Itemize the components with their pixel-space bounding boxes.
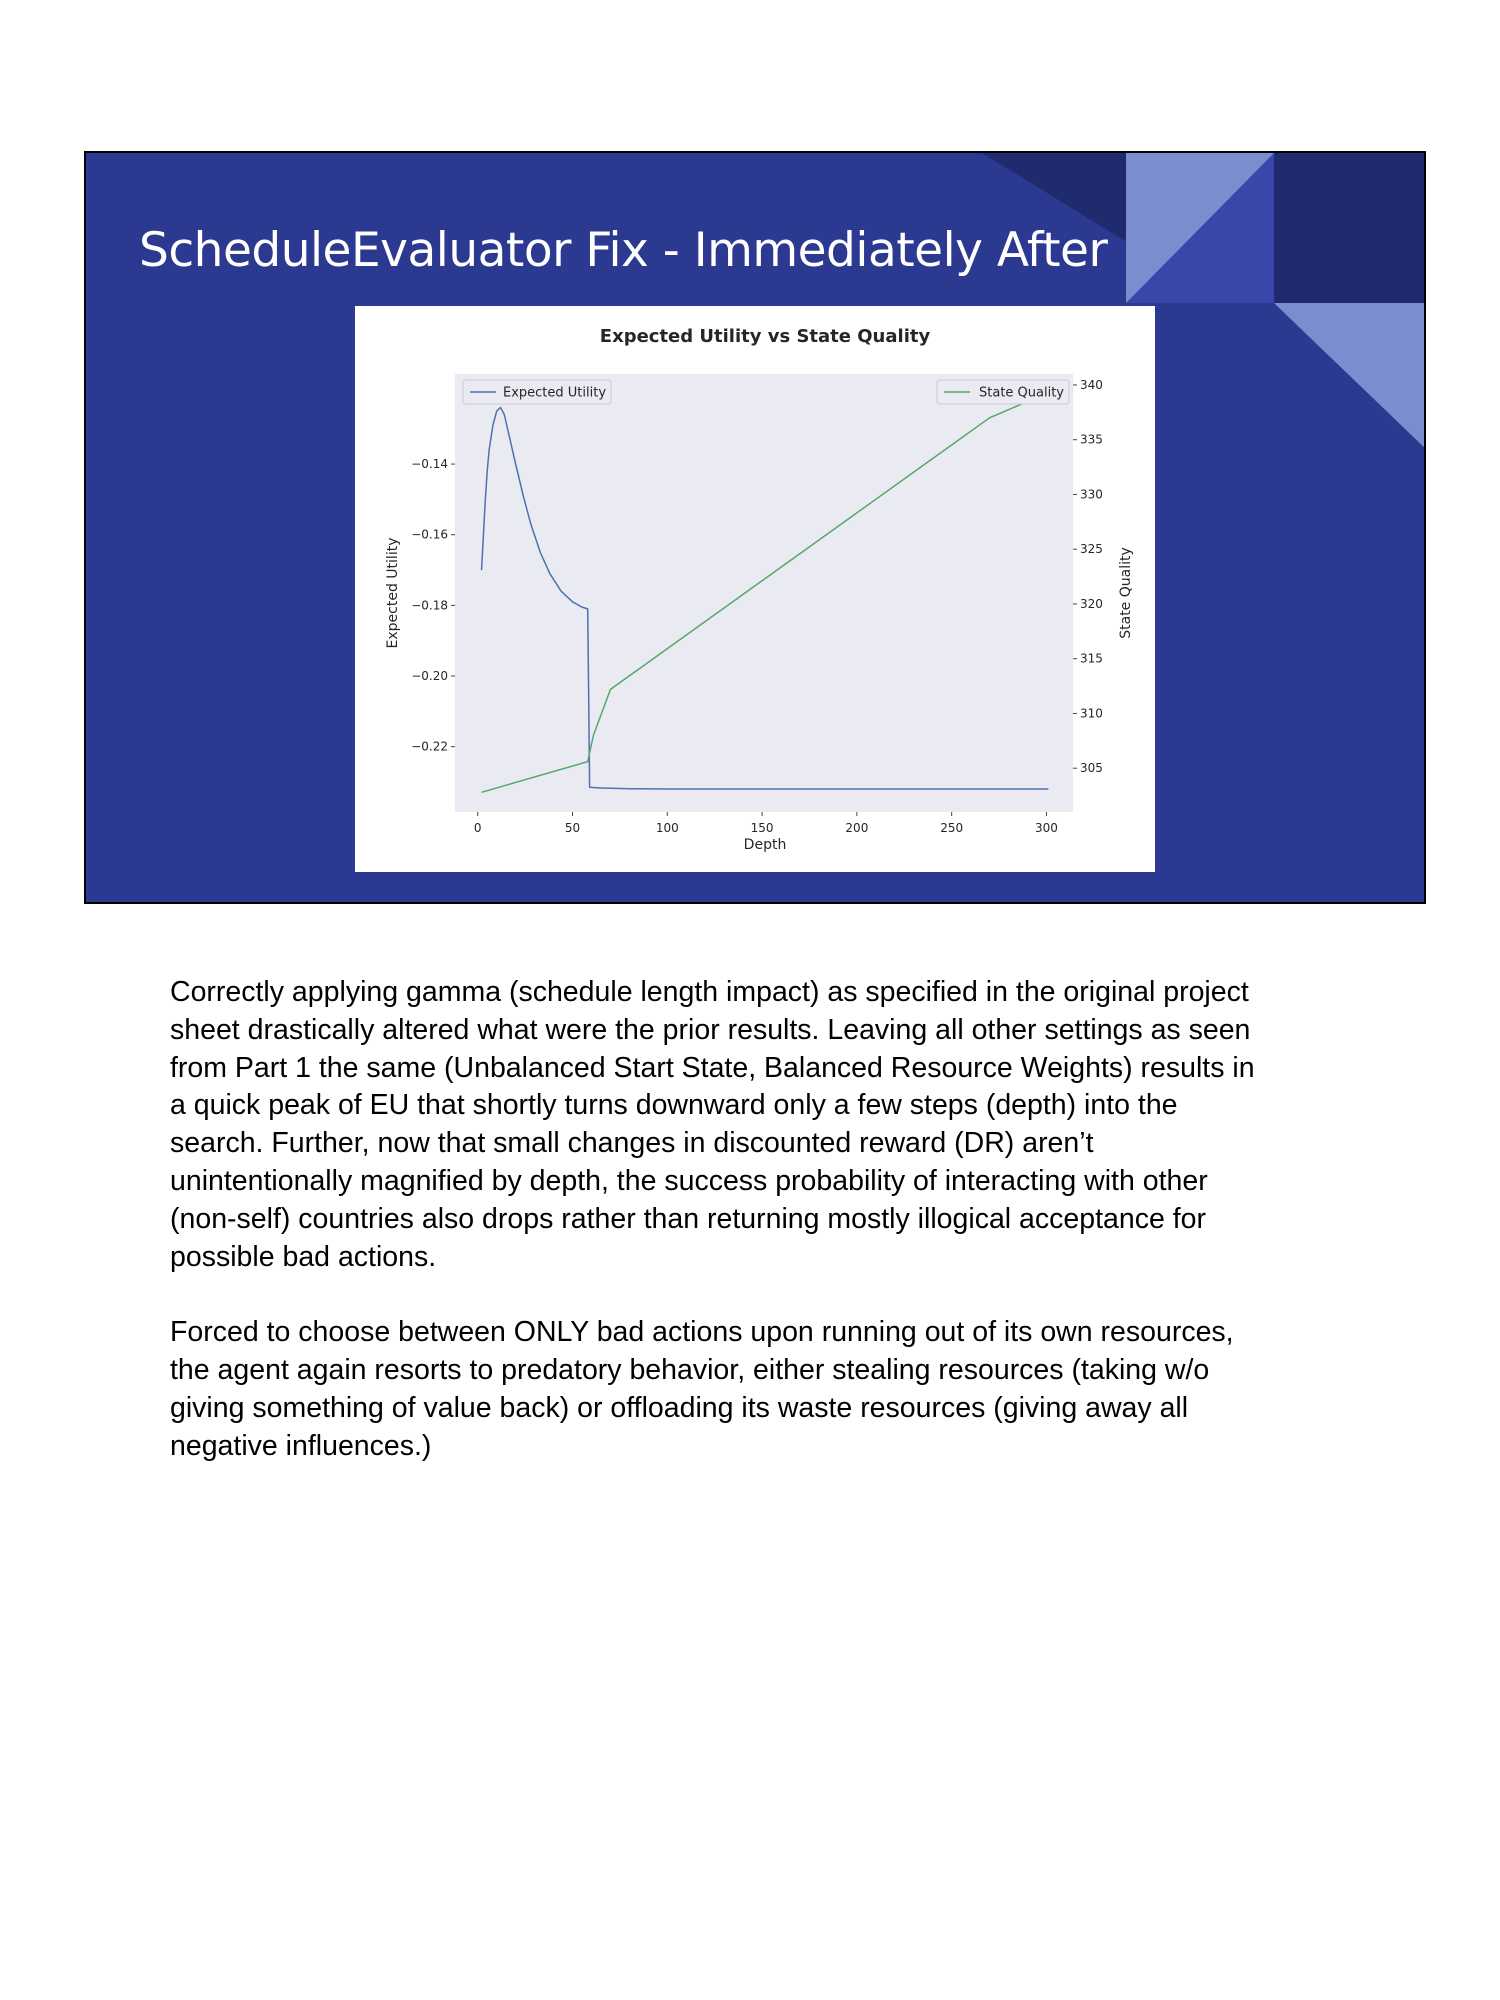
x-tick-label: 50	[565, 821, 580, 835]
slide-title: ScheduleEvaluator Fix - Immediately Afte…	[139, 223, 1108, 278]
axis-ticks: 0 50 100 150 200 250 300 −0.14 −0.16 −0.18 −0.20 −0…	[411, 378, 1103, 835]
x-tick-label: 250	[940, 821, 963, 835]
text-line: negative influences.)	[170, 1429, 432, 1462]
slide-corner-decoration	[982, 153, 1424, 448]
y2-tick-label: 315	[1080, 652, 1103, 666]
legend-expected-utility: Expected Utility	[462, 379, 612, 405]
text-line: unintentionally magnified by depth, the …	[170, 1164, 1208, 1197]
y2-tick-label: 320	[1080, 597, 1103, 611]
y-tick-label: −0.20	[411, 669, 448, 683]
legend-label-state-quality: State Quality	[979, 386, 1064, 401]
paragraph-1: Correctly applying gamma (schedule lengt…	[170, 974, 1350, 1276]
slide: ScheduleEvaluator Fix - Immediately Afte…	[84, 151, 1426, 904]
y2-tick-label: 335	[1080, 433, 1103, 447]
text-line: search. Further, now that small changes …	[170, 1127, 1094, 1160]
chart-title: Expected Utility vs State Quality	[600, 326, 931, 347]
deco-light-triangle	[1126, 153, 1274, 303]
text-line: the agent again resorts to predatory beh…	[170, 1353, 1210, 1386]
y2-tick-label: 325	[1080, 542, 1103, 556]
x-axis-label: Depth	[744, 837, 787, 853]
legend-box-left	[462, 379, 612, 405]
line-chart: Expected Utility vs State Quality 0 50 100…	[385, 326, 1134, 853]
paragraph-2: Forced to choose between ONLY bad action…	[170, 1314, 1350, 1465]
text-line: a quick peak of EU that shortly turns do…	[170, 1089, 1178, 1122]
text-line: giving something of value back) or offlo…	[170, 1391, 1189, 1424]
body-text: Correctly applying gamma (schedule lengt…	[170, 974, 1350, 1503]
x-tick-label: 100	[656, 821, 679, 835]
y2-tick-label: 330	[1080, 487, 1103, 501]
plot-area	[455, 374, 1073, 812]
y2-tick-label: 305	[1080, 761, 1103, 775]
y2-axis-label: State Quality	[1118, 547, 1134, 639]
legend-label-expected-utility: Expected Utility	[503, 386, 606, 401]
x-tick-label: 150	[751, 821, 774, 835]
x-tick-label: 0	[474, 821, 482, 835]
y-tick-label: −0.18	[411, 598, 448, 612]
deco-light-triangle-right	[1274, 303, 1424, 448]
legend-state-quality: State Quality	[936, 379, 1070, 405]
chart-figure: Expected Utility vs State Quality 0 50 100…	[355, 306, 1155, 872]
y2-tick-label: 340	[1080, 378, 1103, 392]
y-tick-label: −0.14	[411, 457, 448, 471]
text-line: from Part 1 the same (Unbalanced Start S…	[170, 1051, 1255, 1084]
y2-tick-label: 310	[1080, 706, 1103, 720]
text-line: Forced to choose between ONLY bad action…	[170, 1316, 1234, 1349]
series-line-expected-utility	[480, 406, 1049, 790]
x-tick-label: 200	[845, 821, 868, 835]
text-line: (non-self) countries also drops rather t…	[170, 1202, 1207, 1235]
y-axis-label: Expected Utility	[385, 538, 401, 649]
series-line-state-quality	[481, 391, 1049, 794]
text-line: possible bad actions.	[170, 1240, 437, 1273]
deco-dark-square	[1274, 153, 1424, 303]
legend-box-right	[936, 379, 1070, 405]
text-line: sheet drastically altered what were the …	[170, 1013, 1251, 1046]
text-line: Correctly applying gamma (schedule lengt…	[170, 976, 1249, 1008]
y-tick-label: −0.22	[411, 740, 448, 754]
chart-series	[480, 391, 1049, 794]
x-tick-label: 300	[1035, 821, 1058, 835]
y-tick-label: −0.16	[411, 528, 448, 542]
